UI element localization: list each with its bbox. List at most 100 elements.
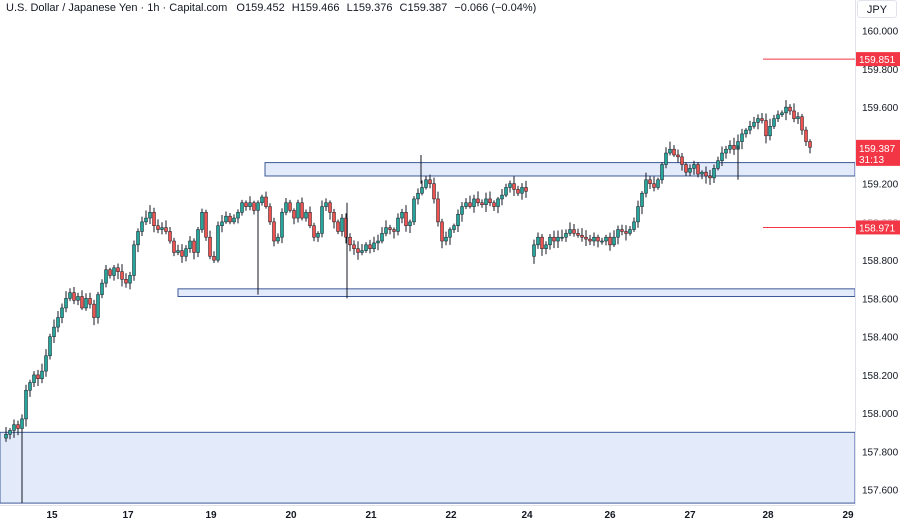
candle-body — [572, 229, 576, 234]
candle-body — [512, 183, 516, 190]
candle-body — [200, 212, 204, 230]
candle-body — [196, 229, 200, 253]
price-zone — [264, 162, 855, 177]
candle-body — [556, 236, 560, 242]
candle-body — [144, 217, 148, 223]
candle-body — [368, 244, 372, 249]
candle-body — [432, 183, 436, 200]
price-tick-label: 160.000 — [862, 27, 899, 38]
time-tick-label: 20 — [285, 510, 297, 520]
candle-body — [552, 236, 556, 242]
candle-body — [624, 231, 628, 234]
level-price-label-bg — [856, 52, 900, 67]
candle-body — [316, 233, 320, 238]
candle-body — [696, 164, 700, 175]
candle-body — [116, 267, 120, 272]
high-value: 159.466 — [299, 2, 340, 14]
candle-body — [72, 292, 76, 301]
candle-body — [480, 202, 484, 205]
candle-body — [780, 112, 784, 116]
time-tick-label: 28 — [762, 510, 774, 520]
candle-body — [304, 212, 308, 219]
candle-body — [580, 235, 584, 238]
price-chart[interactable] — [0, 0, 855, 505]
candle-body — [168, 231, 172, 242]
candle-body — [592, 236, 596, 242]
candle-body — [80, 296, 84, 309]
price-tick-label: 157.800 — [862, 447, 899, 458]
price-tick-label: 158.200 — [862, 371, 899, 382]
candle-body — [84, 298, 88, 309]
candle-body — [296, 202, 300, 219]
candle-body — [468, 202, 472, 207]
candle-body — [672, 148, 676, 156]
level-price-label-bg — [856, 220, 900, 235]
candle-body — [244, 202, 248, 207]
candle-body — [584, 236, 588, 240]
candle-body — [308, 212, 312, 226]
candle-body — [408, 221, 412, 226]
candle-body — [96, 294, 100, 318]
candle-body — [160, 227, 164, 230]
current-price-label: 159.387 — [859, 144, 896, 155]
candle-body — [4, 433, 8, 439]
candle-body — [264, 196, 268, 207]
time-tick-label: 17 — [122, 510, 134, 520]
candle-body — [228, 215, 232, 223]
candle-body — [596, 236, 600, 242]
price-axis[interactable]: 160.000 159.800 159.600 159.200 158.800 158.6… — [855, 0, 900, 505]
price-tick-label: 158.800 — [862, 256, 899, 267]
candle-body — [240, 202, 244, 213]
candle-body — [648, 179, 652, 184]
candle-body — [788, 106, 792, 112]
candle-body — [388, 227, 392, 230]
candle-body — [28, 382, 32, 391]
candle-body — [276, 236, 280, 242]
candle-body — [684, 164, 688, 173]
candle-body — [188, 240, 192, 249]
time-tick-label: 22 — [445, 510, 457, 520]
candle-body — [224, 215, 228, 223]
candle-body — [164, 227, 168, 232]
candle-body — [548, 236, 552, 246]
candle-body — [68, 292, 72, 299]
candle-body — [8, 430, 12, 435]
level-price-label: 159.851 — [859, 55, 896, 66]
candle-body — [328, 202, 332, 213]
candle-body — [112, 267, 116, 276]
candle-body — [156, 225, 160, 230]
low-label: L — [346, 2, 353, 14]
candle-body — [124, 279, 128, 284]
time-tick-label: 29 — [842, 510, 854, 520]
candle-body — [732, 145, 736, 150]
candle-body — [204, 212, 208, 238]
time-axis[interactable]: 15 17 19 20 21 22 24 26 27 28 29 — [0, 505, 855, 521]
candle-body — [680, 156, 684, 165]
candle-body — [668, 148, 672, 154]
candle-body — [636, 206, 640, 223]
open-value: 159.452 — [244, 2, 285, 14]
price-tick-label: 158.000 — [862, 409, 899, 420]
candle-body — [340, 217, 344, 232]
levels-layer — [763, 58, 855, 228]
candle-body — [176, 250, 180, 253]
candle-body — [396, 217, 400, 232]
candle-body — [104, 269, 108, 284]
candle-body — [364, 244, 368, 251]
candle-body — [336, 221, 340, 232]
candle-body — [324, 202, 328, 207]
candle-body — [88, 298, 92, 305]
candle-body — [540, 236, 544, 249]
time-tick-label: 19 — [205, 510, 217, 520]
currency-button[interactable]: JPY — [857, 0, 897, 18]
candle-body — [428, 179, 432, 184]
candle-body — [612, 236, 616, 246]
candle-body — [220, 221, 224, 226]
candle-body — [400, 212, 404, 219]
candle-body — [140, 221, 144, 232]
candle-body — [380, 233, 384, 242]
candle-body — [60, 307, 64, 318]
candle-body — [100, 282, 104, 295]
candle-body — [560, 236, 564, 239]
candle-body — [720, 152, 724, 161]
